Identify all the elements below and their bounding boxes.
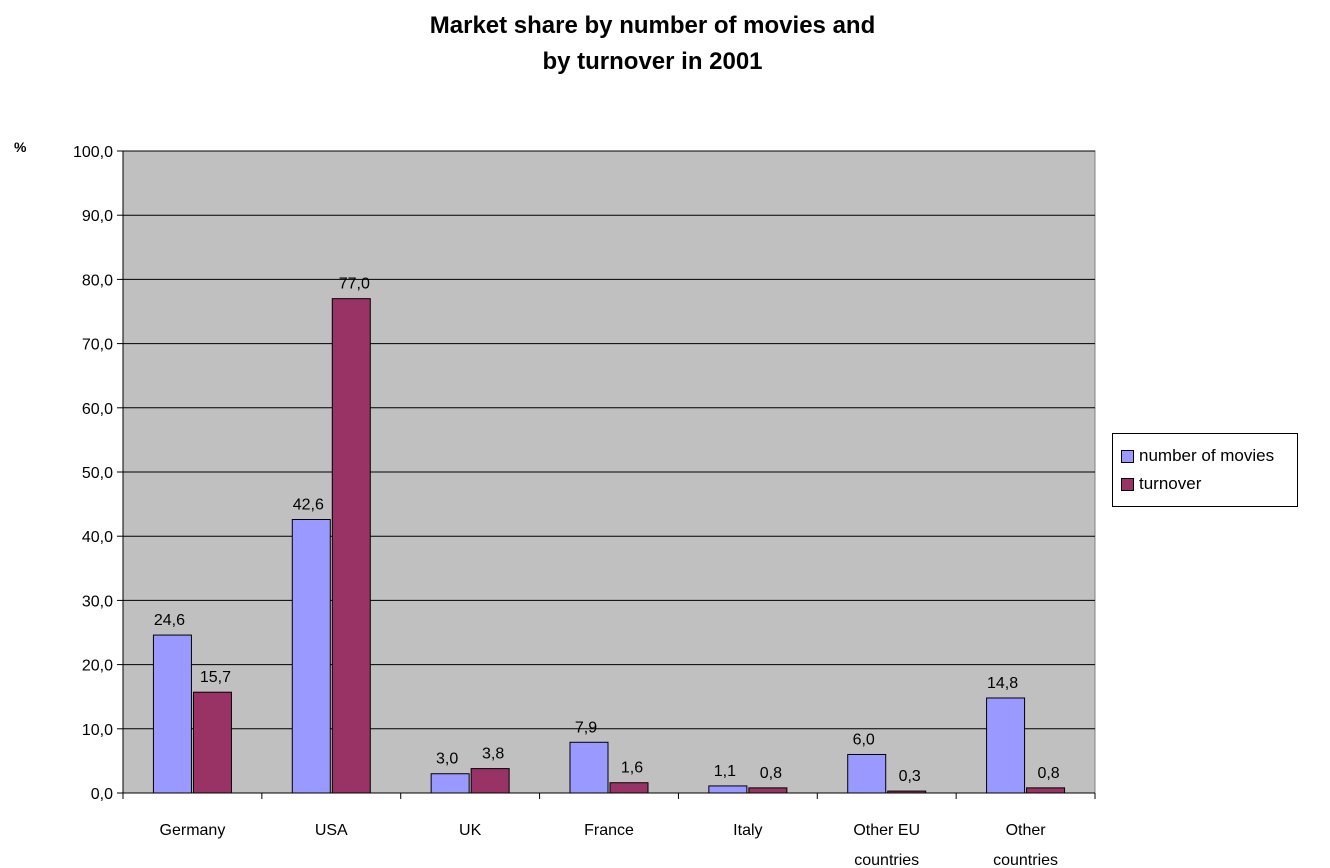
gridlines bbox=[123, 150, 1095, 730]
legend-swatch-number-of-movies bbox=[1121, 449, 1134, 463]
bar-turnover bbox=[1026, 787, 1066, 794]
y-tick-label: 50,0 bbox=[82, 465, 113, 482]
bar-number-of-movies bbox=[152, 634, 192, 794]
y-tick-label: 100,0 bbox=[73, 144, 113, 161]
chart-title-line-1: Market share by number of movies and bbox=[429, 12, 876, 39]
data-label-number-of-movies: 14,8 bbox=[987, 675, 1018, 692]
data-label-turnover: 15,7 bbox=[200, 669, 231, 686]
chart-title: Market share by number of movies and by … bbox=[300, 8, 1005, 80]
y-tick-label: 40,0 bbox=[82, 529, 113, 546]
bar-number-of-movies bbox=[291, 519, 331, 794]
data-label-turnover: 1,6 bbox=[621, 760, 643, 777]
data-labels: 24,6 15,7 42,6 77,0 3,0 3,8 7,9 1,6 1,1 0,8 6,0 0,3… bbox=[154, 276, 1060, 785]
y-tick-label: 10,0 bbox=[82, 722, 113, 739]
bar-turnover bbox=[748, 787, 788, 794]
data-label-turnover: 0,8 bbox=[1037, 765, 1059, 782]
data-label-number-of-movies: 1,1 bbox=[714, 763, 736, 780]
y-axis-unit-label: % bbox=[14, 139, 27, 155]
bar-turnover bbox=[609, 782, 649, 794]
legend-swatch-turnover bbox=[1121, 477, 1134, 491]
x-tick-label: USA bbox=[315, 822, 348, 839]
data-label-number-of-movies: 24,6 bbox=[154, 612, 185, 629]
x-tick-label: UK bbox=[459, 822, 482, 839]
bar-turnover bbox=[887, 790, 927, 794]
legend-item-number-of-movies: number of movies bbox=[1121, 442, 1297, 470]
bar-number-of-movies bbox=[569, 741, 609, 794]
y-axis: 0,0 10,0 20,0 30,0 40,0 50,0 60,0 70,0 80,0 90,0 1… bbox=[73, 144, 124, 803]
bar-turnover bbox=[192, 691, 232, 794]
data-label-number-of-movies: 3,0 bbox=[436, 751, 458, 768]
bars bbox=[152, 298, 1066, 794]
bar-turnover bbox=[470, 768, 510, 794]
bar-turnover bbox=[331, 298, 371, 794]
data-label-turnover: 3,8 bbox=[482, 746, 504, 763]
y-tick-label: 20,0 bbox=[82, 658, 113, 675]
x-tick-label: Other countries bbox=[993, 822, 1058, 868]
data-label-turnover: 0,3 bbox=[899, 768, 921, 785]
legend-label-turnover: turnover bbox=[1139, 474, 1202, 493]
bar-number-of-movies bbox=[708, 785, 748, 794]
y-tick-label: 70,0 bbox=[82, 337, 113, 354]
y-tick-label: 80,0 bbox=[82, 272, 113, 289]
data-label-turnover: 0,8 bbox=[760, 765, 782, 782]
y-tick-label: 0,0 bbox=[91, 786, 113, 803]
legend-item-turnover: turnover bbox=[1121, 470, 1297, 498]
x-tick-label: Other EU countries bbox=[853, 822, 920, 868]
data-label-turnover: 77,0 bbox=[339, 276, 370, 293]
x-axis: Germany USA UK France Italy Other EU countries… bbox=[122, 792, 1096, 868]
y-tick-label: 60,0 bbox=[82, 401, 113, 418]
legend: number of movies turnover bbox=[1112, 433, 1298, 507]
x-tick-label: France bbox=[584, 822, 634, 839]
data-label-number-of-movies: 7,9 bbox=[575, 719, 597, 736]
y-tick-label: 90,0 bbox=[82, 208, 113, 225]
y-tick-label: 30,0 bbox=[82, 593, 113, 610]
data-label-number-of-movies: 6,0 bbox=[853, 731, 875, 748]
legend-label-number-of-movies: number of movies bbox=[1139, 446, 1275, 465]
bar-number-of-movies bbox=[847, 753, 887, 794]
chart-title-line-2: by turnover in 2001 bbox=[542, 48, 763, 75]
bar-number-of-movies bbox=[986, 697, 1026, 794]
bar-number-of-movies bbox=[430, 773, 470, 794]
data-label-number-of-movies: 42,6 bbox=[293, 497, 324, 514]
x-tick-label: Italy bbox=[733, 822, 762, 839]
x-tick-label: Germany bbox=[160, 822, 226, 839]
